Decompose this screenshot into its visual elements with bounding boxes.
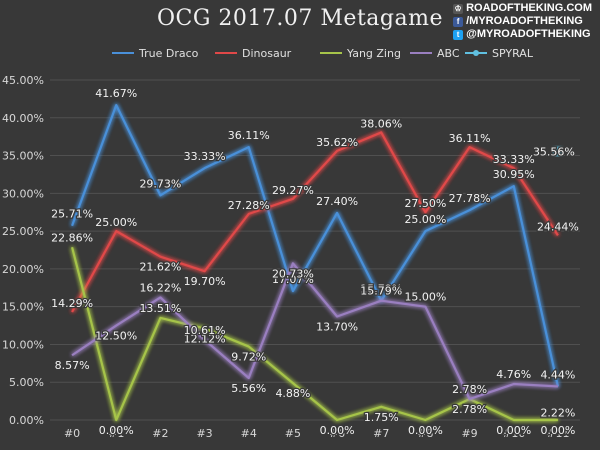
data-label: 4.44%	[540, 368, 575, 381]
data-label: 8.57%	[55, 359, 90, 372]
data-label: 5.56%	[231, 382, 266, 395]
series-line	[71, 131, 559, 313]
data-label: 2.78%	[452, 403, 487, 416]
x-tick-label: #0	[64, 427, 80, 440]
data-label: 20.73%	[272, 267, 314, 280]
legend-label: SPYRAL	[492, 47, 534, 60]
data-label: 27.50%	[404, 197, 446, 210]
credits-block: ♔ ROADOFTHEKING.COM f /MYROADOFTHEKING t…	[453, 2, 592, 41]
data-label: 29.73%	[139, 177, 181, 190]
x-tick-label: #1	[108, 427, 124, 440]
data-label: 33.33%	[493, 153, 535, 166]
data-label: 38.06%	[360, 117, 402, 130]
series-line	[71, 262, 558, 401]
data-label: 12.12%	[184, 332, 226, 345]
y-tick-label: 5.00%	[9, 376, 44, 389]
data-label: 25.71%	[51, 208, 93, 221]
data-label: 24.44%	[537, 220, 579, 233]
data-label: 22.86%	[51, 231, 93, 244]
data-label: 0.00%	[496, 424, 531, 437]
data-label: 27.78%	[449, 192, 491, 205]
data-label: 12.50%	[95, 330, 137, 343]
y-tick-label: 25.00%	[2, 225, 44, 238]
data-label: 0.00%	[320, 424, 355, 437]
facebook-credit: f /MYROADOFTHEKING	[453, 15, 592, 28]
data-label: 1.75%	[364, 411, 399, 424]
data-label: 17.07%	[272, 273, 314, 286]
y-tick-label: 30.00%	[2, 187, 44, 200]
x-tick-label: #11	[546, 427, 569, 440]
y-tick-label: 20.00%	[2, 263, 44, 276]
data-label: 4.88%	[275, 387, 310, 400]
data-label: 16.22%	[139, 281, 181, 294]
x-tick-label: #3	[196, 427, 212, 440]
website-text: ROADOFTHEKING.COM	[466, 2, 592, 14]
data-label: 25.00%	[404, 213, 446, 226]
series-line	[71, 247, 558, 422]
data-label: 35.56%	[533, 145, 575, 158]
legend-label: Yang Zing	[346, 47, 401, 60]
x-tick-label: #2	[152, 427, 168, 440]
y-tick-label: 15.00%	[2, 301, 44, 314]
data-label: 29.27%	[272, 184, 314, 197]
data-label: 13.51%	[139, 302, 181, 315]
data-label: 33.33%	[184, 150, 226, 163]
legend-marker	[473, 50, 479, 56]
data-label: 41.67%	[95, 87, 137, 100]
website-credit: ♔ ROADOFTHEKING.COM	[453, 2, 592, 15]
twitter-credit: t @MYROADOFTHEKING	[453, 28, 592, 41]
data-label: 0.00%	[408, 424, 443, 437]
data-label: 4.76%	[496, 368, 531, 381]
data-label: 10.61%	[184, 324, 226, 337]
data-label: 35.62%	[316, 136, 358, 149]
data-label: 36.11%	[228, 129, 270, 142]
data-label: 15.79%	[360, 285, 402, 298]
y-tick-label: 10.00%	[2, 338, 44, 351]
legend-label: True Draco	[138, 47, 199, 60]
data-label: 0.00%	[540, 424, 575, 437]
y-tick-label: 45.00%	[2, 74, 44, 87]
x-tick-label: #5	[285, 427, 301, 440]
data-label: 15.79%	[360, 283, 402, 296]
facebook-text: /MYROADOFTHEKING	[466, 15, 583, 27]
data-label: 2.78%	[452, 383, 487, 396]
data-label: 13.70%	[316, 320, 358, 333]
data-label: 36.11%	[449, 132, 491, 145]
data-label: 27.28%	[228, 199, 270, 212]
data-label: 25.00%	[95, 216, 137, 229]
data-label: 2.22%	[540, 406, 575, 419]
data-label: 14.29%	[51, 297, 93, 310]
x-tick-label: #7	[373, 427, 389, 440]
legend-label: Dinosaur	[242, 47, 292, 60]
x-tick-label: #10	[502, 427, 525, 440]
y-tick-label: 35.00%	[2, 150, 44, 163]
facebook-icon: f	[453, 16, 464, 27]
twitter-icon: t	[453, 29, 464, 40]
data-label: 30.95%	[493, 168, 535, 181]
series-point	[553, 147, 562, 156]
data-label: 27.40%	[316, 195, 358, 208]
crown-logo-icon: ♔	[453, 3, 464, 14]
chart-title: OCG 2017.07 Metagame	[157, 6, 443, 31]
y-tick-label: 0.00%	[9, 414, 44, 427]
x-tick-label: #9	[461, 427, 477, 440]
legend-label: ABC	[437, 47, 460, 60]
data-label: 0.00%	[99, 424, 134, 437]
data-label: 9.72%	[231, 351, 266, 364]
series-line	[71, 104, 559, 387]
y-tick-label: 40.00%	[2, 112, 44, 125]
data-label: 21.62%	[139, 261, 181, 274]
x-tick-label: #6	[329, 427, 345, 440]
x-tick-label: #4	[241, 427, 257, 440]
x-tick-label: #8	[417, 427, 433, 440]
twitter-text: @MYROADOFTHEKING	[466, 28, 591, 40]
data-label: 15.00%	[404, 291, 446, 304]
data-label: 19.70%	[184, 275, 226, 288]
